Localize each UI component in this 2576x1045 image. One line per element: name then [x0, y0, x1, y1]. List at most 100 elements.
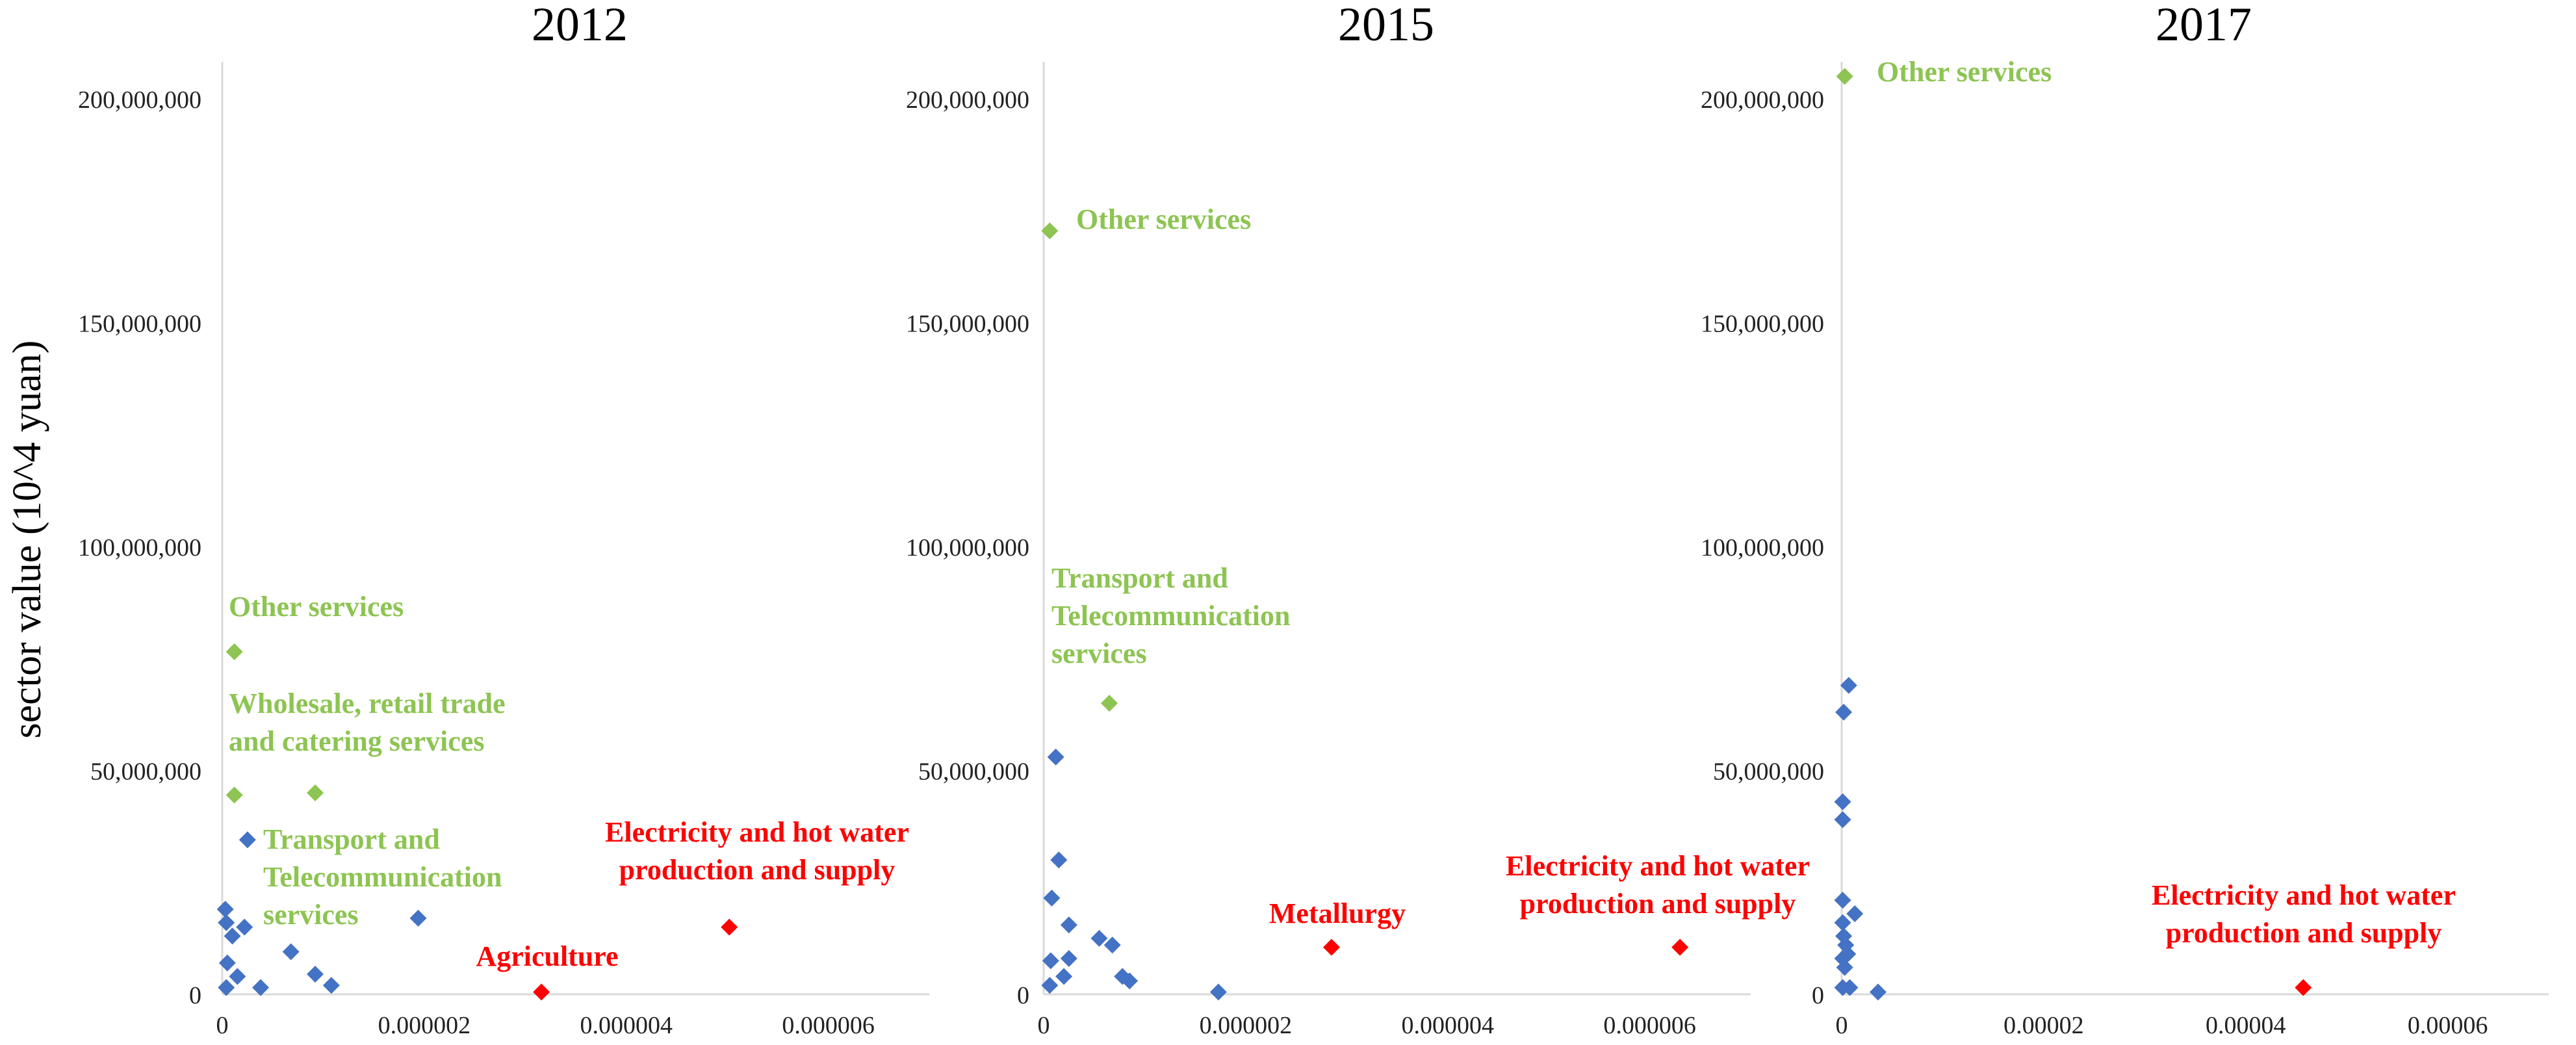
data-point [1060, 916, 1077, 934]
data-point [1042, 952, 1059, 970]
x-tick-label: 0.000002 [1200, 1012, 1293, 1039]
y-tick-label: 50,000,000 [1713, 758, 1824, 786]
data-point [1090, 929, 1108, 947]
annotation-label: Electricity and hot water production and … [1506, 850, 1810, 920]
data-point [1834, 793, 1851, 810]
y-tick-label: 200,000,000 [1701, 86, 1824, 114]
annotation-label: Agriculture [476, 940, 618, 972]
panel-title: 2012 [532, 0, 628, 51]
y-tick-label: 0 [189, 982, 201, 1009]
data-point [236, 918, 253, 936]
data-point [322, 977, 340, 994]
data-point [1836, 959, 1853, 976]
annotation-line: Other services [1877, 56, 2052, 88]
data-point [1834, 914, 1851, 931]
x-tick-label: 0 [1836, 1012, 1848, 1039]
y-tick-label: 200,000,000 [906, 86, 1029, 114]
y-tick-label: 0 [1017, 982, 1029, 1009]
annotation-line: Electricity and hot water [2152, 879, 2456, 911]
data-point [224, 927, 241, 945]
data-point [1840, 677, 1857, 694]
y-tick-label: 100,000,000 [906, 534, 1029, 561]
data-point [409, 909, 427, 927]
annotation-line: production and supply [1520, 888, 1796, 920]
annotation-line: Transport and [263, 823, 440, 855]
data-point [225, 643, 243, 660]
annotation-line: Telecommunication [263, 861, 502, 893]
y-tick-label: 50,000,000 [90, 758, 201, 786]
annotation-line: Wholesale, retail trade [229, 688, 506, 719]
data-point [225, 786, 243, 804]
y-tick-label: 150,000,000 [78, 311, 201, 338]
data-point [306, 965, 324, 983]
x-tick-label: 0.00004 [2206, 1012, 2286, 1039]
annotation-label: Electricity and hot water production and … [2152, 879, 2456, 949]
data-point [306, 784, 324, 801]
y-axis-label: sector value (10^4 yuan) [5, 341, 49, 739]
data-point [1041, 222, 1059, 240]
data-point [1121, 972, 1139, 990]
panel-title: 2017 [2156, 0, 2252, 51]
x-tick-label: 0.000006 [782, 1012, 875, 1039]
annotation-line: Metallurgy [1269, 897, 1406, 929]
annotation-line: Transport and [1051, 562, 1228, 594]
y-tick-label: 150,000,000 [1701, 311, 1824, 338]
data-point [216, 901, 234, 918]
data-point [1836, 68, 1853, 85]
data-point [218, 954, 236, 972]
x-tick-label: 0.000006 [1603, 1012, 1696, 1039]
annotation-line: Telecommunication [1051, 600, 1290, 632]
data-point [282, 943, 300, 961]
data-point [1835, 703, 1853, 721]
annotation-line: services [1051, 638, 1147, 669]
data-point [1043, 889, 1061, 907]
data-point [1841, 979, 1859, 996]
x-tick-label: 0.000004 [1401, 1012, 1494, 1039]
x-tick-label: 0.00006 [2408, 1012, 2488, 1039]
annotation-line: and catering services [229, 725, 484, 757]
data-point [1050, 851, 1068, 869]
annotation-line: Electricity and hot water [1506, 850, 1810, 882]
annotation-line: Agriculture [476, 940, 618, 972]
annotation-line: Electricity and hot water [605, 816, 909, 848]
y-tick-label: 150,000,000 [906, 311, 1029, 338]
data-point [1834, 892, 1851, 909]
data-point [1103, 936, 1121, 954]
y-tick-label: 200,000,000 [78, 86, 201, 114]
annotation-line: production and supply [2166, 917, 2442, 949]
data-point [1047, 748, 1064, 766]
data-point [721, 918, 738, 936]
data-point [1834, 811, 1851, 829]
y-tick-label: 100,000,000 [78, 534, 201, 561]
data-point [1055, 968, 1073, 985]
annotation-label: Electricity and hot water production and … [605, 816, 909, 886]
annotation-label: Other services [229, 591, 404, 623]
data-point [2295, 979, 2312, 996]
x-tick-label: 0.000002 [378, 1012, 471, 1039]
x-tick-label: 0 [216, 1012, 229, 1039]
y-tick-label: 50,000,000 [918, 758, 1029, 786]
annotation-label: Other services [1877, 56, 2052, 88]
annotation-label: Transport and Telecommunication services [1051, 562, 1290, 669]
annotation-label: Transport and Telecommunication services [263, 823, 502, 931]
data-point [1869, 983, 1887, 1001]
annotation-line: Other services [229, 591, 404, 623]
y-tick-label: 0 [1812, 982, 1824, 1009]
data-point [1209, 983, 1227, 1001]
annotation-label: Metallurgy [1269, 897, 1406, 929]
annotation-label: Other services [1076, 203, 1251, 235]
data-point [218, 914, 235, 931]
x-tick-label: 0.00002 [2003, 1012, 2084, 1039]
data-point [252, 979, 270, 996]
y-tick-label: 100,000,000 [1701, 534, 1824, 561]
annotation-label: Wholesale, retail trade and catering serv… [229, 688, 506, 757]
data-point [229, 968, 246, 985]
x-tick-label: 0 [1038, 1012, 1050, 1039]
data-point [1041, 977, 1059, 994]
annotation-line: Other services [1076, 203, 1251, 235]
data-point [1101, 695, 1118, 712]
data-point [1846, 905, 1864, 922]
data-point [1060, 949, 1077, 967]
data-point [218, 979, 235, 996]
data-point [1322, 938, 1340, 956]
